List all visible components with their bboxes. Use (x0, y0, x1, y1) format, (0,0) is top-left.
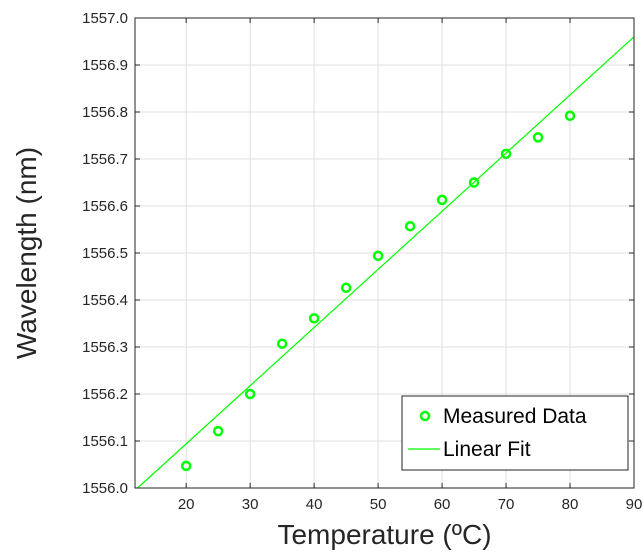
y-tick-label: 1556.9 (82, 57, 128, 74)
legend-label-measured-data: Measured Data (443, 405, 587, 428)
y-tick-label: 1556.0 (82, 480, 128, 497)
legend-marker-measured-data (419, 410, 431, 422)
legend-label-linear-fit: Linear Fit (443, 438, 531, 461)
x-tick-label: 80 (562, 496, 579, 513)
data-point (468, 177, 480, 188)
y-tick-label: 1556.6 (82, 198, 128, 215)
legend: Measured Data Linear Fit (401, 395, 629, 471)
y-tick-label: 1556.1 (82, 433, 128, 450)
x-tick-label: 30 (242, 496, 259, 513)
y-tick-label: 1556.8 (82, 104, 128, 121)
y-tick-label: 1556.4 (82, 292, 128, 309)
y-tick-label: 1556.3 (82, 339, 128, 356)
data-point (564, 110, 576, 122)
x-tick-label: 20 (178, 496, 195, 513)
data-point (180, 460, 192, 472)
data-point (372, 250, 384, 262)
data-point (212, 425, 224, 437)
y-tick-label: 1556.5 (82, 245, 128, 262)
y-axis-title: Wavelength (nm) (11, 147, 42, 359)
y-tick-label: 1556.7 (82, 151, 128, 168)
y-tick-label: 1557.0 (82, 10, 128, 27)
x-tick-label: 40 (306, 496, 323, 513)
fit-layer (137, 36, 635, 489)
x-tick-label: 70 (498, 496, 515, 513)
linear-fit-line (137, 36, 635, 489)
points-layer (180, 110, 576, 472)
y-tick-label: 1556.2 (82, 386, 128, 403)
x-tick-label: 60 (434, 496, 451, 513)
x-tick-label: 90 (626, 496, 643, 513)
data-point (532, 132, 544, 143)
tick-labels: 20 30 40 50 60 70 80 90 1556.0 1556.1 1556.2 1556.3… (82, 10, 642, 513)
data-point (404, 220, 416, 232)
data-point (244, 388, 256, 400)
legend-box (401, 395, 629, 471)
data-point (340, 282, 352, 294)
axis-ticks (135, 17, 635, 489)
x-tick-label: 50 (370, 496, 387, 513)
data-point (500, 148, 512, 160)
data-point (308, 313, 320, 324)
grid-lines (135, 17, 635, 489)
data-point (276, 338, 288, 349)
x-axis-title: Temperature (ºC) (277, 519, 491, 550)
data-point (436, 194, 448, 206)
